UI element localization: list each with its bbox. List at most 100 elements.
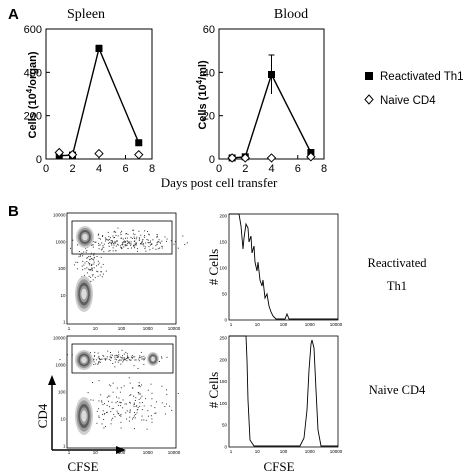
dotplot-event [143, 405, 145, 407]
dotplot-event [103, 246, 105, 248]
dotplot-event [120, 405, 122, 407]
dotplot-event [91, 244, 93, 246]
dotplot-events-row1 [70, 226, 188, 312]
dotplot-event [127, 357, 129, 359]
dotplot-event [166, 238, 168, 240]
dotplot-event [127, 356, 129, 358]
dotplot-event [99, 361, 101, 363]
dotplot-event [118, 397, 120, 399]
dotplot-event [159, 241, 161, 243]
dotplot-event [93, 252, 95, 254]
marker-naive-cd4 [240, 153, 250, 163]
dotplot-event [98, 355, 100, 357]
dotplot-event [97, 275, 99, 277]
dotplot-event [136, 405, 138, 407]
dotplot-event [110, 357, 112, 359]
dotplot-density-blob-cd4-negative [81, 288, 87, 300]
dotplot-event [150, 383, 152, 385]
dotplot-event [98, 361, 100, 363]
dotplot-event [133, 365, 135, 367]
dotplot-event [115, 359, 117, 361]
dotplot-event [134, 234, 136, 235]
dotplot-event [71, 354, 73, 356]
dotplot-event [119, 402, 121, 404]
count-y-tick-label: 50 [222, 423, 228, 428]
dotplot-event [100, 238, 101, 240]
dotplot-event [151, 392, 153, 394]
dotplot-event [135, 238, 137, 240]
log-x-tick-label: 10000 [330, 449, 343, 454]
dotplot-event [113, 244, 115, 246]
x-tick-label: 0 [43, 163, 49, 175]
dotplot-event [125, 245, 127, 247]
dotplot-event [96, 270, 98, 272]
dotplot-event [120, 356, 122, 358]
dotplot-event [81, 265, 83, 267]
dotplot-event [151, 243, 153, 245]
log-y-tick-label: 1 [63, 320, 66, 325]
dotplot-event [134, 417, 136, 419]
dotplot-event [138, 230, 140, 232]
dotplot-event [120, 402, 122, 404]
dotplot-event [138, 398, 140, 400]
dotplot-event [88, 264, 90, 266]
dotplot-event [161, 357, 163, 359]
dotplot-event [147, 242, 149, 244]
dotplot-event [97, 363, 99, 365]
dotplot-event [117, 356, 119, 358]
dotplot-event [136, 236, 138, 238]
x-tick-label: 6 [122, 163, 128, 175]
dotplot-event [101, 247, 103, 249]
dotplot-event [104, 413, 106, 414]
dotplot-event [117, 235, 119, 237]
dotplot-event [99, 244, 101, 246]
dotplot-event [133, 244, 134, 246]
dotplot-event [119, 359, 121, 361]
dotplot-event [109, 395, 111, 397]
log-y-tick-label: 1000 [55, 363, 66, 368]
dotplot-event [104, 403, 105, 405]
dotplot-event [125, 351, 127, 353]
dotplot-event [138, 239, 140, 241]
dotplot-event [136, 250, 138, 252]
dotplot-event [123, 358, 125, 360]
log-x-tick-label: 1000 [143, 450, 154, 455]
dotplot-event [122, 243, 124, 245]
dotplot-event [139, 355, 141, 357]
row-label-naive-cd4: Naive CD4 [369, 383, 426, 397]
dotplot-event [117, 412, 119, 414]
dotplot-event [120, 363, 122, 365]
dotplot-event [92, 246, 94, 248]
dotplot-event [90, 258, 92, 260]
dotplot-event [104, 237, 106, 239]
dotplot-event [93, 259, 95, 261]
dotplot-event [161, 245, 163, 247]
dotplot-event [90, 281, 92, 282]
row-label-th1: Th1 [387, 279, 407, 293]
dotplot-event [143, 359, 145, 361]
dotplot-event [89, 255, 91, 257]
count-y-tick-label: 200 [219, 357, 227, 362]
dotplot-event [134, 237, 136, 239]
dotplot-event [145, 250, 147, 252]
dotplot-event [86, 261, 88, 262]
dotplot-event [103, 419, 105, 420]
dotplot-event [102, 236, 103, 237]
dotplot-event [92, 382, 93, 383]
dotplot-event [108, 239, 110, 240]
dotplot-event [110, 423, 112, 425]
dotplot-event [155, 412, 157, 414]
dotplot-event [120, 232, 122, 234]
dotplot-event [79, 255, 81, 257]
dotplot-event [123, 241, 125, 242]
dotplot-event [149, 242, 151, 243]
x-tick-label: 0 [216, 163, 222, 175]
dotplot-event [59, 359, 61, 361]
dotplot-event [151, 418, 153, 420]
dotplot-event [133, 402, 135, 404]
dotplot-event [154, 412, 156, 414]
dotplot-event [94, 355, 96, 357]
dotplot-event [117, 355, 119, 357]
row-label-reactivated: Reactivated [368, 256, 428, 270]
log-x-tick-label: 1000 [143, 326, 154, 331]
